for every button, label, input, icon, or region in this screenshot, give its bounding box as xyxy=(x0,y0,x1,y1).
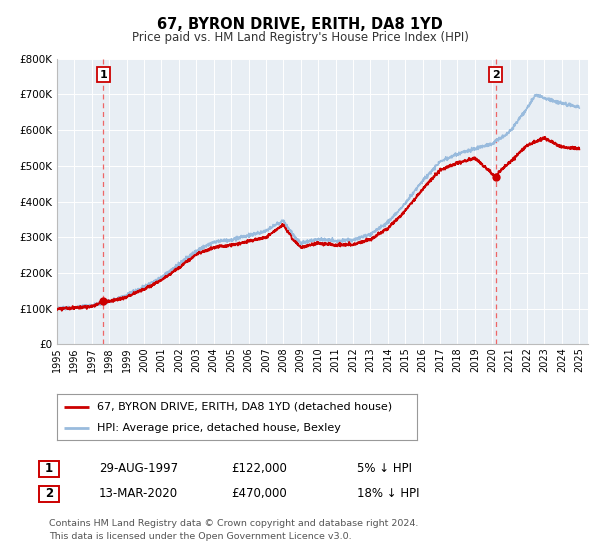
Text: 1: 1 xyxy=(45,462,53,475)
Text: 18% ↓ HPI: 18% ↓ HPI xyxy=(357,487,419,501)
Text: Price paid vs. HM Land Registry's House Price Index (HPI): Price paid vs. HM Land Registry's House … xyxy=(131,31,469,44)
Text: 2: 2 xyxy=(491,69,499,80)
Text: 29-AUG-1997: 29-AUG-1997 xyxy=(99,462,178,475)
Text: 5% ↓ HPI: 5% ↓ HPI xyxy=(357,462,412,475)
Text: HPI: Average price, detached house, Bexley: HPI: Average price, detached house, Bexl… xyxy=(97,423,340,433)
Text: 67, BYRON DRIVE, ERITH, DA8 1YD (detached house): 67, BYRON DRIVE, ERITH, DA8 1YD (detache… xyxy=(97,402,392,412)
Text: 1: 1 xyxy=(100,69,107,80)
Text: 13-MAR-2020: 13-MAR-2020 xyxy=(99,487,178,501)
Text: Contains HM Land Registry data © Crown copyright and database right 2024.: Contains HM Land Registry data © Crown c… xyxy=(49,519,419,528)
Text: 2: 2 xyxy=(45,487,53,501)
Text: £470,000: £470,000 xyxy=(231,487,287,501)
Text: 67, BYRON DRIVE, ERITH, DA8 1YD: 67, BYRON DRIVE, ERITH, DA8 1YD xyxy=(157,17,443,32)
Text: £122,000: £122,000 xyxy=(231,462,287,475)
Text: This data is licensed under the Open Government Licence v3.0.: This data is licensed under the Open Gov… xyxy=(49,532,352,541)
